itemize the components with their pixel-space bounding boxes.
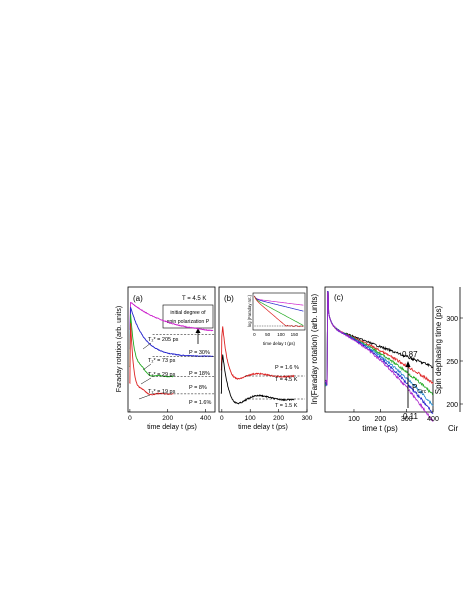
panel-b-xtick-label: 300 bbox=[302, 415, 313, 422]
inset-frame bbox=[252, 292, 306, 331]
t2-73-pointer bbox=[142, 363, 152, 371]
panel-d-ticks: 200 250 300 bbox=[446, 316, 463, 409]
panel-a-curve-0 bbox=[129, 301, 214, 332]
panel-b-ticks: 0 100 200 300 bbox=[220, 409, 313, 422]
panel-c-ylabel: ln(Faraday rotation) (arb. units) bbox=[310, 294, 319, 405]
panel-a-frame bbox=[127, 286, 216, 413]
inset-curve-1 bbox=[254, 295, 304, 312]
t2-29-pointer bbox=[140, 377, 152, 385]
panel-d-ytick-label: 200 bbox=[446, 402, 458, 409]
panel-b-curve-1 bbox=[220, 354, 295, 405]
panel-c-xtick-label: 300 bbox=[401, 416, 413, 423]
panel-c-pcirc-label: PCirc bbox=[412, 383, 427, 395]
panel-b: (b) P = 1.6 % T = 4.5 K T = 1.5 K 0 50 100… bbox=[218, 286, 313, 431]
panel-c-arrow-head bbox=[405, 361, 411, 367]
t2-205-label: T₂* = 205 ps bbox=[148, 337, 179, 343]
panel-b-xtick-label: 200 bbox=[273, 415, 284, 422]
panel-d-ytick-label: 250 bbox=[446, 359, 458, 366]
panel-a-curve-2 bbox=[129, 314, 174, 378]
panel-b-t15-label: T = 1.5 K bbox=[275, 403, 298, 409]
inset-xtick-label: 0 bbox=[253, 332, 256, 337]
panel-b-curve-0 bbox=[220, 326, 295, 380]
polarization-box-line1: initial degree of bbox=[170, 310, 206, 316]
inset-xtick-label: 150 bbox=[291, 332, 299, 337]
panel-b-p16-label: P = 1.6 % bbox=[275, 365, 299, 371]
t2-205-pointer bbox=[142, 342, 152, 350]
panel-c-ticks: 100 200 300 400 bbox=[348, 409, 439, 423]
t2-19-label: T₂* = 19 ps bbox=[148, 389, 176, 395]
panel-b-curves bbox=[220, 326, 295, 405]
panel-c-xtick-label: 400 bbox=[427, 416, 439, 423]
inset-ylabel: log (Faraday rot.) bbox=[247, 294, 252, 327]
panel-b-xtick-label: 0 bbox=[220, 415, 224, 422]
pcirc-sub: Circ bbox=[417, 389, 426, 395]
t2-29-label: T₂* = 29 ps bbox=[148, 372, 176, 378]
polarization-box-line2: spin polarization P bbox=[167, 319, 210, 325]
panel-a-xtick-label: 200 bbox=[162, 415, 173, 422]
panel-c-xtick-label: 200 bbox=[374, 416, 386, 423]
panel-a-ticks: 0 200 400 bbox=[128, 409, 211, 422]
panel-a: (a) T = 4.5 K initial degree of spin pol… bbox=[116, 286, 216, 431]
inset-curve-2 bbox=[253, 295, 304, 326]
inset-xtick-label: 50 bbox=[265, 332, 271, 337]
panel-d: 200 250 300 Spin dephasing time (ps) Cir bbox=[434, 287, 463, 433]
panel-c-curve-5 bbox=[325, 291, 434, 422]
p16-label: P = 1.6% bbox=[189, 400, 211, 406]
inset-ticks: 0 50 100 150 bbox=[253, 332, 299, 337]
panel-c: (c) 0.87 0.11 PCirc 100 200 300 400 time t … bbox=[310, 286, 439, 433]
p8-label: P = 8% bbox=[189, 385, 207, 391]
panel-a-label: (a) bbox=[133, 294, 143, 303]
panel-c-frame bbox=[324, 286, 434, 413]
panel-d-ylabel: Spin dephasing time (ps) bbox=[434, 305, 443, 394]
panel-c-label: (c) bbox=[334, 293, 344, 302]
panel-c-curves bbox=[325, 290, 434, 422]
panel-b-frame bbox=[218, 286, 308, 413]
panel-a-xtick-label: 0 bbox=[128, 415, 132, 422]
panel-b-xtick-label: 100 bbox=[245, 415, 256, 422]
panel-a-xtick-label: 400 bbox=[200, 415, 211, 422]
inset-curve-0 bbox=[254, 295, 304, 306]
panel-a-temperature: T = 4.5 K bbox=[182, 296, 206, 302]
panel-c-curve-0 bbox=[325, 291, 434, 385]
panel-a-curve-3 bbox=[129, 322, 174, 396]
panel-d-xlabel: Cir bbox=[448, 424, 459, 433]
p18-label: P = 18% bbox=[189, 371, 210, 377]
panel-c-low-label: 0.11 bbox=[403, 412, 419, 421]
t2-19-pointer bbox=[138, 394, 151, 400]
polarization-arrow-head bbox=[195, 328, 201, 333]
pcirc-main: P bbox=[412, 383, 417, 392]
panel-c-curve-2 bbox=[325, 291, 434, 396]
panel-b-label: (b) bbox=[224, 294, 234, 303]
inset-xtick-label: 100 bbox=[277, 332, 285, 337]
p30-label: P = 30% bbox=[189, 350, 210, 356]
panel-a-ylabel: Faraday rotation (arb. units) bbox=[116, 306, 123, 392]
panel-d-ytick-label: 300 bbox=[446, 316, 458, 323]
panel-b-inset: 0 50 100 150 time delay t (ps) log (Faraday… bbox=[247, 292, 306, 346]
panel-b-xlabel: time delay t (ps) bbox=[238, 424, 288, 431]
inset-xlabel: time delay t (ps) bbox=[263, 341, 296, 346]
polarization-box bbox=[162, 304, 214, 329]
panel-c-high-label: 0.87 bbox=[402, 350, 418, 359]
panel-a-xlabel: time delay t (ps) bbox=[147, 424, 197, 431]
panel-b-t45-label: T = 4.5 K bbox=[275, 377, 298, 383]
inset-curves bbox=[253, 295, 304, 328]
panel-c-curve-1 bbox=[325, 290, 434, 386]
panel-c-xlabel: time t (ps) bbox=[362, 424, 398, 433]
panel-c-xtick-label: 100 bbox=[348, 416, 360, 423]
t2-73-label: T₂* = 73 ps bbox=[148, 358, 176, 364]
